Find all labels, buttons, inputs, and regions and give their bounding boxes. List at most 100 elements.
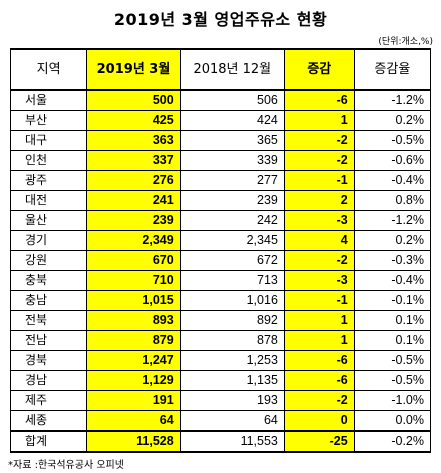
header-current: 2019년 3월: [86, 48, 181, 91]
change-rate-cell: -0.1%: [353, 290, 432, 311]
change-rate-cell: -1.0%: [353, 390, 432, 411]
change-cell: 1: [283, 310, 355, 331]
change-cell: -6: [283, 350, 355, 371]
table-row: 서울 500 506 -6 -1.2%: [9, 89, 432, 111]
region-cell: 전북: [9, 310, 88, 331]
current-cell: 64: [86, 410, 181, 432]
total-current-cell: 11,528: [86, 430, 181, 453]
total-previous-cell: 11,553: [179, 430, 285, 453]
previous-cell: 64: [179, 410, 285, 432]
change-cell: -3: [283, 210, 355, 231]
total-change-cell: -25: [283, 430, 355, 453]
change-rate-cell: -0.5%: [353, 130, 432, 151]
unit-note: (단위:개소,%): [378, 37, 433, 47]
change-rate-cell: -0.5%: [353, 370, 432, 391]
change-cell: 1: [283, 110, 355, 131]
table-row: 강원 670 672 -2 -0.3%: [9, 250, 432, 271]
region-cell: 울산: [9, 210, 88, 231]
previous-cell: 1,135: [179, 370, 285, 391]
previous-cell: 2,345: [179, 230, 285, 251]
previous-cell: 1,016: [179, 290, 285, 311]
previous-cell: 892: [179, 310, 285, 331]
change-cell: -6: [283, 89, 355, 111]
previous-cell: 424: [179, 110, 285, 131]
header-change-rate: 증감율: [353, 48, 432, 91]
change-cell: -1: [283, 290, 355, 311]
change-cell: 0: [283, 410, 355, 432]
region-cell: 경기: [9, 230, 88, 251]
table-row: 제주 191 193 -2 -1.0%: [9, 390, 432, 411]
region-cell: 대구: [9, 130, 88, 151]
region-cell: 강원: [9, 250, 88, 271]
previous-cell: 506: [179, 89, 285, 111]
table-row: 광주 276 277 -1 -0.4%: [9, 170, 432, 191]
region-cell: 전남: [9, 330, 88, 351]
previous-cell: 193: [179, 390, 285, 411]
region-cell: 충북: [9, 270, 88, 291]
current-cell: 425: [86, 110, 181, 131]
table-row: 충북 710 713 -3 -0.4%: [9, 270, 432, 291]
current-cell: 276: [86, 170, 181, 191]
current-cell: 879: [86, 330, 181, 351]
change-rate-cell: -0.4%: [353, 170, 432, 191]
source-note: *자료 :한국석유공사 오피넷: [8, 460, 124, 471]
change-rate-cell: 0.2%: [353, 110, 432, 131]
table-row: 인천 337 339 -2 -0.6%: [9, 150, 432, 171]
change-rate-cell: 0.1%: [353, 330, 432, 351]
change-cell: -2: [283, 150, 355, 171]
change-rate-cell: -1.2%: [353, 210, 432, 231]
table-row: 경기 2,349 2,345 4 0.2%: [9, 230, 432, 251]
change-cell: 2: [283, 190, 355, 211]
table-row: 부산 425 424 1 0.2%: [9, 110, 432, 131]
previous-cell: 365: [179, 130, 285, 151]
header-change: 증감: [283, 48, 355, 91]
previous-cell: 1,253: [179, 350, 285, 371]
change-cell: 4: [283, 230, 355, 251]
previous-cell: 239: [179, 190, 285, 211]
table-row: 전남 879 878 1 0.1%: [9, 330, 432, 351]
change-cell: -3: [283, 270, 355, 291]
region-cell: 충남: [9, 290, 88, 311]
previous-cell: 878: [179, 330, 285, 351]
region-cell: 광주: [9, 170, 88, 191]
previous-cell: 242: [179, 210, 285, 231]
header-region: 지역: [9, 48, 88, 91]
region-cell: 인천: [9, 150, 88, 171]
current-cell: 239: [86, 210, 181, 231]
total-change-rate-cell: -0.2%: [353, 430, 432, 453]
previous-cell: 339: [179, 150, 285, 171]
change-rate-cell: -0.6%: [353, 150, 432, 171]
change-cell: -2: [283, 250, 355, 271]
change-rate-cell: 0.1%: [353, 310, 432, 331]
table-row: 세종 64 64 0 0.0%: [9, 410, 432, 432]
current-cell: 1,015: [86, 290, 181, 311]
change-cell: 1: [283, 330, 355, 351]
change-rate-cell: -0.3%: [353, 250, 432, 271]
current-cell: 191: [86, 390, 181, 411]
region-cell: 경북: [9, 350, 88, 371]
current-cell: 1,129: [86, 370, 181, 391]
change-rate-cell: -0.4%: [353, 270, 432, 291]
change-rate-cell: 0.8%: [353, 190, 432, 211]
region-cell: 서울: [9, 89, 88, 111]
page-title: 2019년 3월 영업주유소 현황: [113, 10, 328, 29]
change-cell: -2: [283, 130, 355, 151]
previous-cell: 713: [179, 270, 285, 291]
table-row: 경북 1,247 1,253 -6 -0.5%: [9, 350, 432, 371]
change-rate-cell: -0.5%: [353, 350, 432, 371]
total-region-cell: 합계: [9, 430, 88, 453]
region-cell: 경남: [9, 370, 88, 391]
previous-cell: 277: [179, 170, 285, 191]
header-previous: 2018년 12월: [179, 48, 285, 91]
table-row: 전북 893 892 1 0.1%: [9, 310, 432, 331]
change-cell: -2: [283, 390, 355, 411]
table-row: 대전 241 239 2 0.8%: [9, 190, 432, 211]
current-cell: 670: [86, 250, 181, 271]
region-cell: 세종: [9, 410, 88, 432]
change-cell: -1: [283, 170, 355, 191]
table-row: 울산 239 242 -3 -1.2%: [9, 210, 432, 231]
current-cell: 363: [86, 130, 181, 151]
current-cell: 241: [86, 190, 181, 211]
current-cell: 2,349: [86, 230, 181, 251]
